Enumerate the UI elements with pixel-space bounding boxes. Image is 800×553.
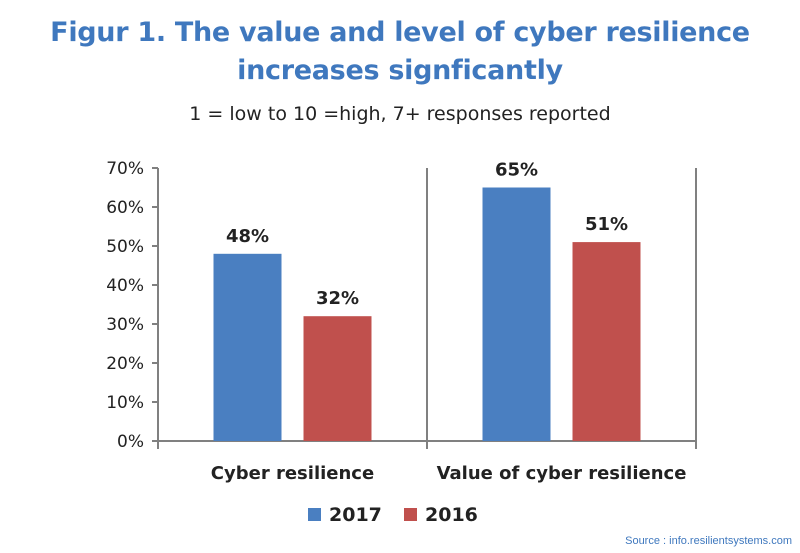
y-tick-label: 40% [106,276,144,296]
legend-label: 2017 [329,504,382,526]
bar-2017 [213,253,282,441]
chart-title-line-2: increases signficantly [237,55,563,86]
y-tick-label: 50% [106,237,144,257]
chart-title-line-1: Figur 1. The value and level of cyber re… [50,17,750,48]
bar-2016 [572,242,641,441]
chart-subtitle: 1 = low to 10 =high, 7+ responses report… [189,103,611,125]
bar-2016 [303,316,372,441]
data-label: 48% [226,226,269,247]
chart-title: Figur 1. The value and level of cyber re… [0,14,800,90]
data-label: 51% [585,214,628,235]
legend-swatch-2016 [404,508,417,521]
y-tick-label: 60% [106,198,144,218]
bar-2017 [482,187,551,441]
data-label: 32% [316,288,359,309]
legend-label: 2016 [425,504,478,526]
x-category-label: Value of cyber resilience [437,463,687,484]
y-tick-label: 0% [117,432,144,452]
legend-swatch-2017 [308,508,321,521]
y-tick-label: 10% [106,393,144,413]
y-tick-label: 30% [106,315,144,335]
source-credit: Source : info.resilientsystems.com [625,535,792,547]
data-label: 65% [495,160,538,181]
x-category-label: Cyber resilience [211,463,374,484]
y-tick-label: 20% [106,354,144,374]
y-tick-label: 70% [106,159,144,179]
